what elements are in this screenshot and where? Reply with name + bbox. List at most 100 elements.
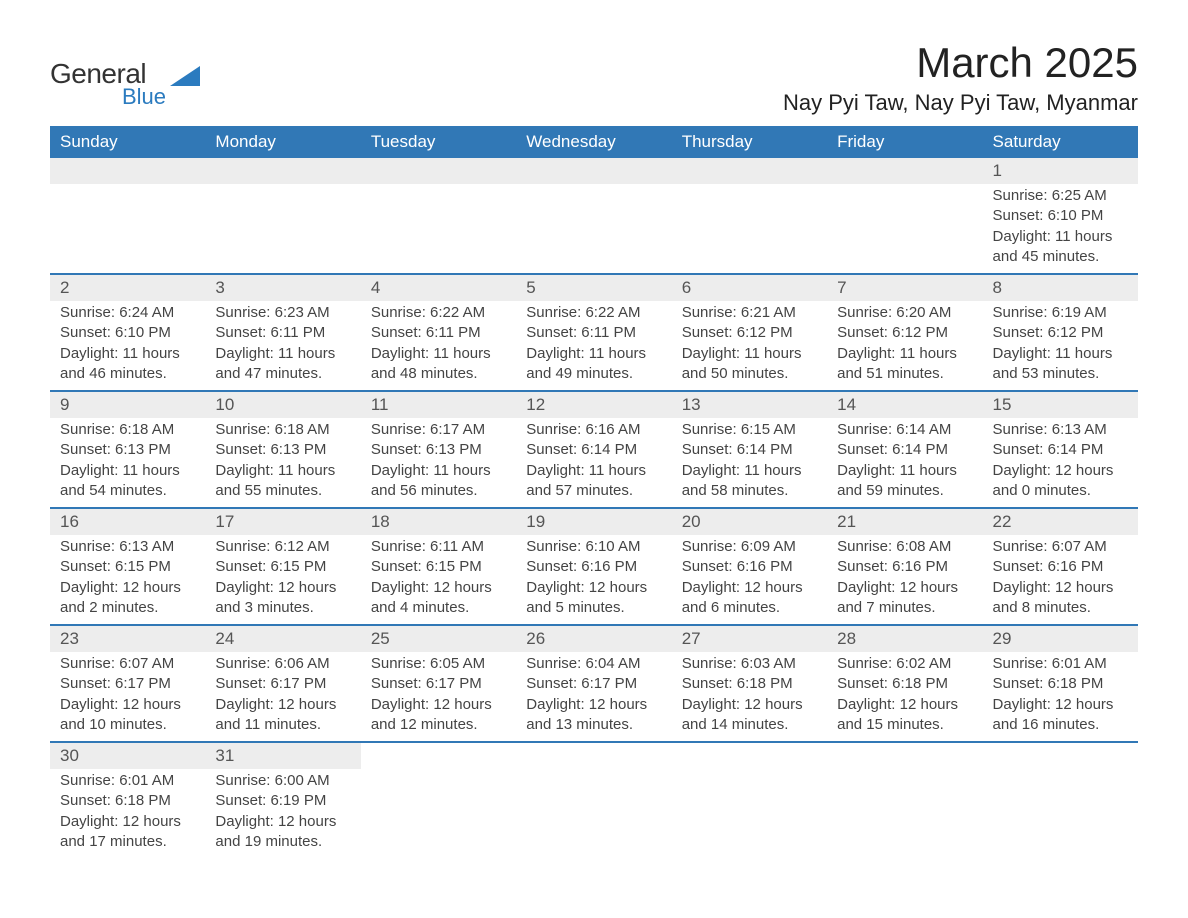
sunrise-text: Sunrise: 6:22 AM <box>526 303 661 323</box>
daylight-text-1: Daylight: 12 hours <box>837 578 972 598</box>
calendar-cell: 20Sunrise: 6:09 AMSunset: 6:16 PMDayligh… <box>672 508 827 625</box>
calendar-cell: 8Sunrise: 6:19 AMSunset: 6:12 PMDaylight… <box>983 274 1138 391</box>
daylight-text-2: and 6 minutes. <box>682 598 817 618</box>
sunset-text: Sunset: 6:11 PM <box>526 323 661 343</box>
calendar-cell: 15Sunrise: 6:13 AMSunset: 6:14 PMDayligh… <box>983 391 1138 508</box>
day-details: Sunrise: 6:07 AMSunset: 6:16 PMDaylight:… <box>983 535 1138 624</box>
weekday-header: Friday <box>827 126 982 158</box>
sunrise-text: Sunrise: 6:10 AM <box>526 537 661 557</box>
daylight-text-2: and 53 minutes. <box>993 364 1128 384</box>
sunset-text: Sunset: 6:19 PM <box>215 791 350 811</box>
day-details: Sunrise: 6:18 AMSunset: 6:13 PMDaylight:… <box>205 418 360 507</box>
daylight-text-2: and 0 minutes. <box>993 481 1128 501</box>
calendar-cell: 5Sunrise: 6:22 AMSunset: 6:11 PMDaylight… <box>516 274 671 391</box>
sunrise-text: Sunrise: 6:05 AM <box>371 654 506 674</box>
sunrise-text: Sunrise: 6:02 AM <box>837 654 972 674</box>
day-number: 25 <box>361 626 516 652</box>
day-details: Sunrise: 6:10 AMSunset: 6:16 PMDaylight:… <box>516 535 671 624</box>
logo: General Blue <box>50 60 200 108</box>
sunset-text: Sunset: 6:17 PM <box>60 674 195 694</box>
daylight-text-2: and 19 minutes. <box>215 832 350 852</box>
day-number <box>983 743 1138 769</box>
sunrise-text: Sunrise: 6:22 AM <box>371 303 506 323</box>
calendar-cell: 26Sunrise: 6:04 AMSunset: 6:17 PMDayligh… <box>516 625 671 742</box>
calendar-cell <box>205 158 360 274</box>
day-details <box>516 769 671 847</box>
sunrise-text: Sunrise: 6:08 AM <box>837 537 972 557</box>
calendar-cell: 29Sunrise: 6:01 AMSunset: 6:18 PMDayligh… <box>983 625 1138 742</box>
calendar-week-row: 16Sunrise: 6:13 AMSunset: 6:15 PMDayligh… <box>50 508 1138 625</box>
sunrise-text: Sunrise: 6:11 AM <box>371 537 506 557</box>
sunrise-text: Sunrise: 6:07 AM <box>60 654 195 674</box>
sunset-text: Sunset: 6:12 PM <box>682 323 817 343</box>
day-number <box>827 158 982 184</box>
day-number <box>516 158 671 184</box>
sunset-text: Sunset: 6:15 PM <box>371 557 506 577</box>
daylight-text-2: and 57 minutes. <box>526 481 661 501</box>
day-details <box>516 184 671 272</box>
sunset-text: Sunset: 6:14 PM <box>993 440 1128 460</box>
daylight-text-1: Daylight: 11 hours <box>60 461 195 481</box>
day-details: Sunrise: 6:01 AMSunset: 6:18 PMDaylight:… <box>983 652 1138 741</box>
sunset-text: Sunset: 6:13 PM <box>60 440 195 460</box>
day-details: Sunrise: 6:00 AMSunset: 6:19 PMDaylight:… <box>205 769 360 858</box>
calendar-cell: 11Sunrise: 6:17 AMSunset: 6:13 PMDayligh… <box>361 391 516 508</box>
sunset-text: Sunset: 6:16 PM <box>526 557 661 577</box>
daylight-text-2: and 7 minutes. <box>837 598 972 618</box>
sunset-text: Sunset: 6:15 PM <box>215 557 350 577</box>
day-details: Sunrise: 6:13 AMSunset: 6:15 PMDaylight:… <box>50 535 205 624</box>
day-details: Sunrise: 6:05 AMSunset: 6:17 PMDaylight:… <box>361 652 516 741</box>
day-number: 13 <box>672 392 827 418</box>
calendar-week-row: 23Sunrise: 6:07 AMSunset: 6:17 PM Dayligh… <box>50 625 1138 742</box>
sunrise-text: Sunrise: 6:19 AM <box>993 303 1128 323</box>
calendar-cell: 14Sunrise: 6:14 AMSunset: 6:14 PMDayligh… <box>827 391 982 508</box>
header: General Blue March 2025 Nay Pyi Taw, Nay… <box>50 40 1138 116</box>
sunrise-text: Sunrise: 6:18 AM <box>215 420 350 440</box>
daylight-text-1: Daylight: 12 hours <box>993 578 1128 598</box>
day-details <box>827 184 982 272</box>
day-number: 9 <box>50 392 205 418</box>
sunrise-text: Sunrise: 6:17 AM <box>371 420 506 440</box>
daylight-text-1: Daylight: 12 hours <box>526 578 661 598</box>
daylight-text-1: Daylight: 11 hours <box>526 461 661 481</box>
daylight-text-1: Daylight: 11 hours <box>682 344 817 364</box>
sunset-text: Sunset: 6:18 PM <box>837 674 972 694</box>
day-number: 23 <box>50 626 205 652</box>
calendar-cell: 9Sunrise: 6:18 AMSunset: 6:13 PMDaylight… <box>50 391 205 508</box>
sunrise-text: Sunrise: 6:04 AM <box>526 654 661 674</box>
day-details <box>672 184 827 272</box>
calendar-cell: 17Sunrise: 6:12 AMSunset: 6:15 PMDayligh… <box>205 508 360 625</box>
day-number: 16 <box>50 509 205 535</box>
sunrise-text: Sunrise: 6:12 AM <box>215 537 350 557</box>
sunrise-text: Sunrise: 6:15 AM <box>682 420 817 440</box>
day-details: Sunrise: 6:01 AMSunset: 6:18 PMDaylight:… <box>50 769 205 858</box>
daylight-text-2: and 45 minutes. <box>993 247 1128 267</box>
calendar-cell <box>983 742 1138 858</box>
calendar-cell: 6Sunrise: 6:21 AMSunset: 6:12 PMDaylight… <box>672 274 827 391</box>
day-number: 19 <box>516 509 671 535</box>
calendar-cell: 3Sunrise: 6:23 AMSunset: 6:11 PMDaylight… <box>205 274 360 391</box>
calendar-page: General Blue March 2025 Nay Pyi Taw, Nay… <box>0 0 1188 888</box>
sunrise-text: Sunrise: 6:25 AM <box>993 186 1128 206</box>
sunset-text: Sunset: 6:18 PM <box>993 674 1128 694</box>
sunset-text: Sunset: 6:14 PM <box>526 440 661 460</box>
sunset-text: Sunset: 6:12 PM <box>837 323 972 343</box>
day-details <box>50 184 205 272</box>
day-details: Sunrise: 6:04 AMSunset: 6:17 PMDaylight:… <box>516 652 671 741</box>
weekday-header: Wednesday <box>516 126 671 158</box>
daylight-text-2: and 5 minutes. <box>526 598 661 618</box>
day-details: Sunrise: 6:02 AMSunset: 6:18 PMDaylight:… <box>827 652 982 741</box>
day-details: Sunrise: 6:18 AMSunset: 6:13 PMDaylight:… <box>50 418 205 507</box>
daylight-text-1: Daylight: 11 hours <box>371 344 506 364</box>
daylight-text-2: and 48 minutes. <box>371 364 506 384</box>
daylight-text-1: Daylight: 11 hours <box>682 461 817 481</box>
day-number: 2 <box>50 275 205 301</box>
calendar-cell <box>361 158 516 274</box>
day-number <box>672 158 827 184</box>
daylight-text-1: Daylight: 11 hours <box>215 344 350 364</box>
daylight-text-2: and 47 minutes. <box>215 364 350 384</box>
sunset-text: Sunset: 6:16 PM <box>682 557 817 577</box>
daylight-text-1: Daylight: 12 hours <box>682 695 817 715</box>
calendar-cell: 24Sunrise: 6:06 AMSunset: 6:17 PMDayligh… <box>205 625 360 742</box>
sunset-text: Sunset: 6:18 PM <box>60 791 195 811</box>
